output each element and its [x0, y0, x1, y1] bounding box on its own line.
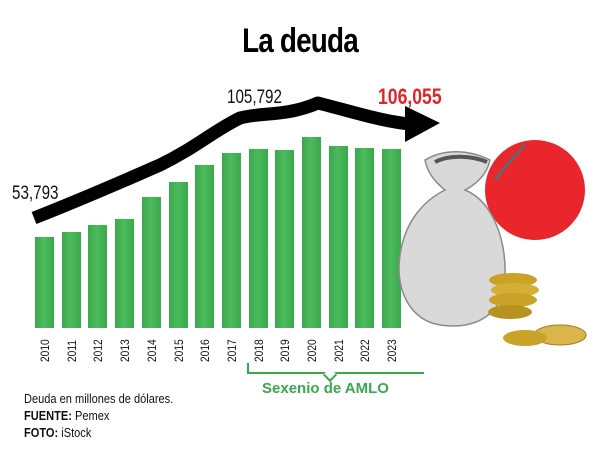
year-label-2013: 2013	[118, 339, 133, 362]
bar-2015	[168, 182, 188, 328]
photo-note: FOTO: iStock	[24, 425, 92, 440]
bar-2023	[382, 149, 402, 328]
bar-2012	[88, 225, 108, 328]
year-label-2010: 2010	[38, 339, 52, 362]
year-label-2021: 2021	[331, 339, 346, 362]
units-note: Deuda en millones de dólares.	[24, 391, 174, 406]
bar-2011	[61, 232, 81, 328]
bar-2014	[141, 197, 161, 328]
year-label-2011: 2011	[64, 340, 79, 362]
bar-2017	[221, 153, 241, 328]
money-bag-icon	[398, 151, 506, 327]
bar-2020	[302, 137, 321, 328]
bar-2022	[355, 148, 375, 328]
year-label-2015: 2015	[171, 339, 186, 362]
coin-icon	[489, 273, 537, 287]
year-label-2018: 2018	[251, 339, 266, 362]
year-label-2014: 2014	[144, 339, 159, 362]
bar-2016	[195, 165, 215, 328]
year-label-2020: 2020	[305, 339, 319, 362]
chart-notes: Deuda en millones de dólares. FUENTE: Pe…	[24, 390, 200, 441]
money-bag-illustration	[398, 140, 587, 346]
bar-2010	[35, 237, 54, 328]
year-label-2017: 2017	[224, 339, 239, 362]
end-value-label: 106,055	[378, 84, 442, 109]
year-label-2016: 2016	[198, 339, 213, 362]
bar-2018	[248, 149, 268, 328]
start-value-label: 53,793	[12, 183, 59, 204]
bar-2019	[275, 150, 295, 328]
year-label-2019: 2019	[278, 339, 293, 362]
chart-title: La deuda	[242, 22, 359, 60]
red-circle-icon	[485, 140, 585, 240]
sexenio-label: Sexenio de AMLO	[262, 380, 389, 397]
bar-2021	[328, 146, 348, 328]
year-label-2022: 2022	[358, 339, 373, 362]
source-note: FUENTE: Pemex	[24, 408, 110, 423]
bar-2013	[115, 219, 135, 328]
year-label-2012: 2012	[91, 339, 106, 362]
sexenio-bracket	[247, 363, 424, 374]
peak-value-label: 105,792	[227, 87, 282, 108]
